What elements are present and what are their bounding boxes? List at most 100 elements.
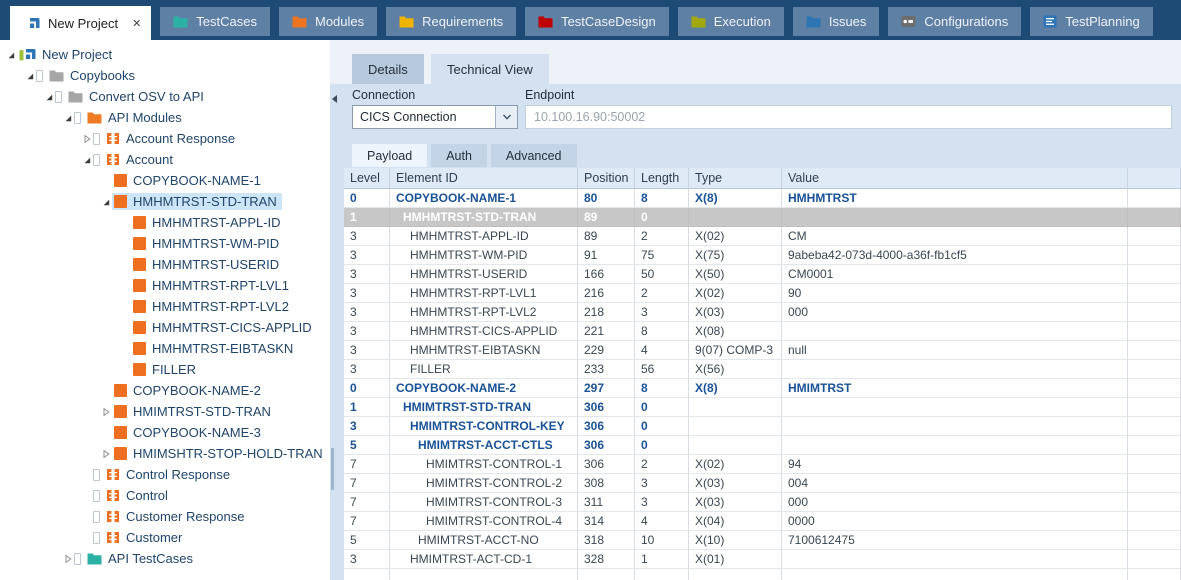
tree-item-api-testcases[interactable]: API TestCases: [0, 548, 330, 569]
table-row-hmimtrst-control-4[interactable]: 7 HMIMTRST-CONTROL-4 314 4 X(04) 0000: [344, 512, 1181, 531]
table-row-hmhmtrst-rpt-lvl2[interactable]: 3 HMHMTRST-RPT-LVL2 218 3 X(03) 000: [344, 303, 1181, 322]
endpoint-input[interactable]: [525, 105, 1172, 129]
expand-collapsed-icon[interactable]: [80, 134, 93, 144]
expand-open-icon[interactable]: [99, 197, 112, 207]
cell-position: 308: [578, 474, 635, 493]
tree-item-hmhmtrst-userid[interactable]: HMHMTRST-USERID: [0, 254, 330, 275]
tab-configurations[interactable]: Configurations: [888, 7, 1022, 36]
expand-collapsed-icon[interactable]: [99, 449, 112, 459]
table-row-hmhmtrst-rpt-lvl1[interactable]: 3 HMHMTRST-RPT-LVL1 216 2 X(02) 90: [344, 284, 1181, 303]
column-header-position[interactable]: Position: [578, 168, 635, 189]
cell-element-id: HMHMTRST-USERID: [390, 265, 578, 284]
tree-item-control-response[interactable]: Control Response: [0, 464, 330, 485]
table-row-hmhmtrst-cics-applid[interactable]: 3 HMHMTRST-CICS-APPLID 221 8 X(08): [344, 322, 1181, 341]
tree-item-copybook-name-3[interactable]: COPYBOOK-NAME-3: [0, 422, 330, 443]
tab-technical-view[interactable]: Technical View: [431, 54, 549, 84]
table-row-hmhmtrst-appl-id[interactable]: 3 HMHMTRST-APPL-ID 89 2 X(02) CM: [344, 227, 1181, 246]
tree-item-hmhmtrst-rpt-lvl2[interactable]: HMHMTRST-RPT-LVL2: [0, 296, 330, 317]
tree-item-hmhmtrst-rpt-lvl1[interactable]: HMHMTRST-RPT-LVL1: [0, 275, 330, 296]
table-row-hmimtrst-control-2[interactable]: 7 HMIMTRST-CONTROL-2 308 3 X(03) 004: [344, 474, 1181, 493]
tree-item-hmimshtr-stop-hold-tran[interactable]: HMIMSHTR-STOP-HOLD-TRAN: [0, 443, 330, 464]
tab-testplanning[interactable]: TestPlanning: [1030, 7, 1153, 36]
tree-item-content: HMHMTRST-STD-TRAN: [112, 193, 282, 210]
table-row-hmimtrst-control-3[interactable]: 7 HMIMTRST-CONTROL-3 311 3 X(03) 000: [344, 493, 1181, 512]
column-header-length[interactable]: Length: [635, 168, 689, 189]
chevron-down-icon[interactable]: [495, 106, 517, 128]
tree-item-label: Customer: [126, 530, 183, 545]
table-row-hmhmtrst-std-tran[interactable]: 1 HMHMTRST-STD-TRAN 89 0: [344, 208, 1181, 227]
tab-bar: New Project ✕ TestCases Modules Requirements…: [0, 0, 1181, 40]
tab-issues[interactable]: Issues: [792, 7, 880, 36]
expand-open-icon[interactable]: [23, 71, 36, 81]
table-row-hmhmtrst-userid[interactable]: 3 HMHMTRST-USERID 166 50 X(50) CM0001: [344, 265, 1181, 284]
table-row-hmimtrst-control-key[interactable]: 3 HMIMTRST-CONTROL-KEY 306 0: [344, 417, 1181, 436]
cell-blank: [1128, 436, 1181, 455]
tab-testcasedesign[interactable]: TestCaseDesign: [525, 7, 669, 36]
column-header-value[interactable]: Value: [782, 168, 1128, 189]
tree-item-copybooks[interactable]: Copybooks: [0, 65, 330, 86]
table-row-hmhmtrst-eibtaskn[interactable]: 3 HMHMTRST-EIBTASKN 229 4 9(07) COMP-3 null: [344, 341, 1181, 360]
connection-select[interactable]: CICS Connection: [352, 105, 518, 129]
tree-item-hmhmtrst-appl-id[interactable]: HMHMTRST-APPL-ID: [0, 212, 330, 233]
collapse-panel-icon[interactable]: [332, 95, 337, 103]
tree-item-copybook-name-1[interactable]: COPYBOOK-NAME-1: [0, 170, 330, 191]
tab-details[interactable]: Details: [352, 54, 424, 84]
column-header-element-id[interactable]: Element ID: [390, 168, 578, 189]
tab-execution[interactable]: Execution: [677, 7, 784, 36]
square-icon: [114, 174, 127, 187]
tree-item-new-project[interactable]: New Project: [0, 44, 330, 65]
tree-item-content: HMHMTRST-CICS-APPLID: [131, 319, 317, 336]
expand-open-icon[interactable]: [42, 92, 55, 102]
vertical-scrollbar-thumb[interactable]: [331, 448, 334, 490]
table-row-filler[interactable]: 3 FILLER 233 56 X(56): [344, 360, 1181, 379]
expand-open-icon[interactable]: [4, 50, 17, 60]
expand-collapsed-icon[interactable]: [99, 407, 112, 417]
cell-value: [782, 360, 1128, 379]
table-row-copybook-name-2[interactable]: 0 COPYBOOK-NAME-2 297 8 X(8) HMIMTRST: [344, 379, 1181, 398]
close-icon[interactable]: ✕: [132, 17, 142, 30]
tab-auth[interactable]: Auth: [431, 144, 487, 167]
tab-requirements[interactable]: Requirements: [386, 7, 517, 36]
tree-item-content: API TestCases: [85, 550, 198, 567]
tree-item-label: Control: [126, 488, 168, 503]
tree-item-hmhmtrst-std-tran[interactable]: HMHMTRST-STD-TRAN: [0, 191, 330, 212]
tree-item-hmhmtrst-cics-applid[interactable]: HMHMTRST-CICS-APPLID: [0, 317, 330, 338]
cell-level: 3: [344, 246, 390, 265]
tree-item-hmhmtrst-eibtaskn[interactable]: HMHMTRST-EIBTASKN: [0, 338, 330, 359]
table-row-hmimtrst-control-1[interactable]: 7 HMIMTRST-CONTROL-1 306 2 X(02) 94: [344, 455, 1181, 474]
column-header-type[interactable]: Type: [689, 168, 782, 189]
tab-advanced[interactable]: Advanced: [490, 144, 577, 167]
table-row-copybook-name-1[interactable]: 0 COPYBOOK-NAME-1 80 8 X(8) HMHMTRST: [344, 189, 1181, 208]
tree-item-hmhmtrst-wm-pid[interactable]: HMHMTRST-WM-PID: [0, 233, 330, 254]
tree-item-label: HMIMSHTR-STOP-HOLD-TRAN: [133, 446, 323, 461]
tree-item-hmimtrst-std-tran[interactable]: HMIMTRST-STD-TRAN: [0, 401, 330, 422]
table-row-hmimtrst-acct-no[interactable]: 5 HMIMTRST-ACCT-NO 318 10 X(10) 7100612475: [344, 531, 1181, 550]
tree-item-filler[interactable]: FILLER: [0, 359, 330, 380]
table-row-hmhmtrst-wm-pid[interactable]: 3 HMHMTRST-WM-PID 91 75 X(75) 9abeba42-073d-4…: [344, 246, 1181, 265]
cell-element-id: HMIMTRST-ACCT-CTLS: [390, 436, 578, 455]
tree-item-account-response[interactable]: Account Response: [0, 128, 330, 149]
tree-item-customer[interactable]: Customer: [0, 527, 330, 548]
tab-testcases[interactable]: TestCases: [160, 7, 270, 36]
tree-item-customer-response[interactable]: Customer Response: [0, 506, 330, 527]
tab-modules[interactable]: Modules: [279, 7, 378, 36]
table-row-hmimtrst-act-cd-1[interactable]: 3 HMIMTRST-ACT-CD-1 328 1 X(01): [344, 550, 1181, 569]
cell-value: [782, 550, 1128, 569]
cell-element-id: FILLER: [390, 360, 578, 379]
tab-payload[interactable]: Payload: [352, 144, 428, 167]
column-header-level[interactable]: Level: [344, 168, 390, 189]
tree-item-api-modules[interactable]: API Modules: [0, 107, 330, 128]
tree-item-control[interactable]: Control: [0, 485, 330, 506]
tree-item-label: HMHMTRST-STD-TRAN: [133, 194, 277, 209]
tree-item-convert-osv-to-api[interactable]: Convert OSV to API: [0, 86, 330, 107]
expand-open-icon[interactable]: [61, 113, 74, 123]
tab-new-project[interactable]: New Project ✕: [10, 6, 152, 40]
tree-item-account[interactable]: Account: [0, 149, 330, 170]
expand-collapsed-icon[interactable]: [61, 554, 74, 564]
column-header-blank[interactable]: [1128, 168, 1181, 189]
tree-item-copybook-name-2[interactable]: COPYBOOK-NAME-2: [0, 380, 330, 401]
table-row-hmimtrst-acct-ctls[interactable]: 5 HMIMTRST-ACCT-CTLS 306 0: [344, 436, 1181, 455]
tree-item-label: HMHMTRST-RPT-LVL1: [152, 278, 289, 293]
table-row-hmimtrst-std-tran[interactable]: 1 HMIMTRST-STD-TRAN 306 0: [344, 398, 1181, 417]
expand-open-icon[interactable]: [80, 155, 93, 165]
